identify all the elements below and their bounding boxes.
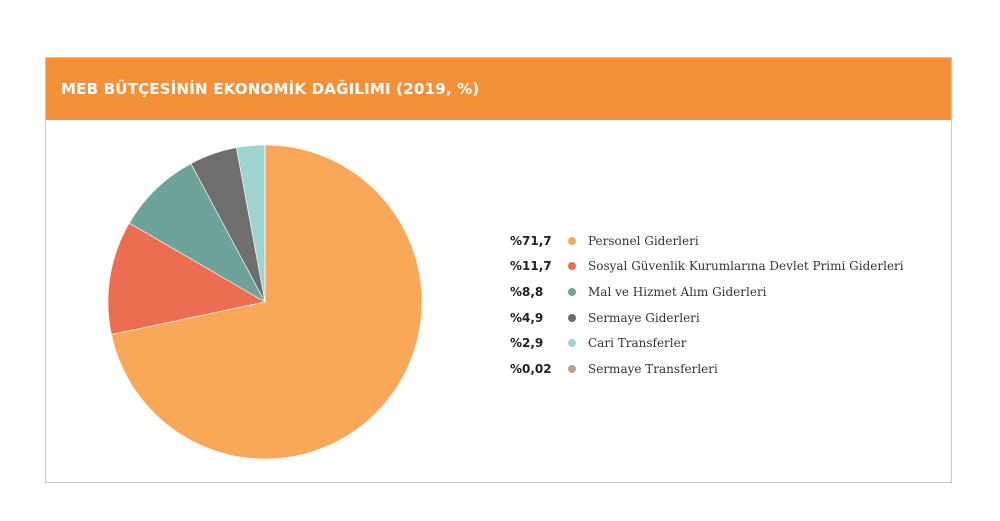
legend-item: %2,9 Cari Transferler [510,330,904,356]
legend-value: %4,9 [510,310,544,325]
legend-value: %2,9 [510,336,544,351]
legend-swatch-icon [568,236,576,245]
chart-header: MEB BÜTÇESİNİN EKONOMİK DAĞILIMI (2019, … [46,58,951,120]
legend-value: %0,02 [510,361,552,376]
legend-item: %8,8 Mal ve Hizmet Alım Giderleri [510,279,904,305]
legend-value: %71,7 [510,233,552,248]
legend-label: Sermaye Transferleri [588,361,718,376]
legend-swatch-icon [568,262,576,271]
legend-item: %0,02 Sermaye Transferleri [510,356,904,382]
legend-value: %11,7 [510,259,552,274]
pie-slice [107,222,266,335]
legend: %71,7 Personel Giderleri %11,7 Sosyal Gü… [510,228,904,382]
legend-item: %4,9 Sermaye Giderleri [510,305,904,331]
legend-value: %8,8 [510,284,544,299]
pie-slice [128,163,266,303]
legend-swatch-icon [568,313,576,322]
legend-label: Mal ve Hizmet Alım Giderleri [588,284,767,299]
legend-swatch-icon [568,364,576,373]
pie-slice [111,144,423,460]
legend-label: Sosyal Güvenlik Kurumlarına Devlet Primi… [588,259,904,274]
legend-item: %71,7 Personel Giderleri [510,228,904,254]
legend-label: Cari Transferler [588,336,687,351]
legend-item: %11,7 Sosyal Güvenlik Kurumlarına Devlet… [510,254,904,280]
chart-title: MEB BÜTÇESİNİN EKONOMİK DAĞILIMI (2019, … [61,80,480,98]
legend-label: Sermaye Giderleri [588,310,700,325]
legend-swatch-icon [568,287,576,296]
legend-label: Personel Giderleri [588,233,699,248]
legend-swatch-icon [568,339,576,348]
